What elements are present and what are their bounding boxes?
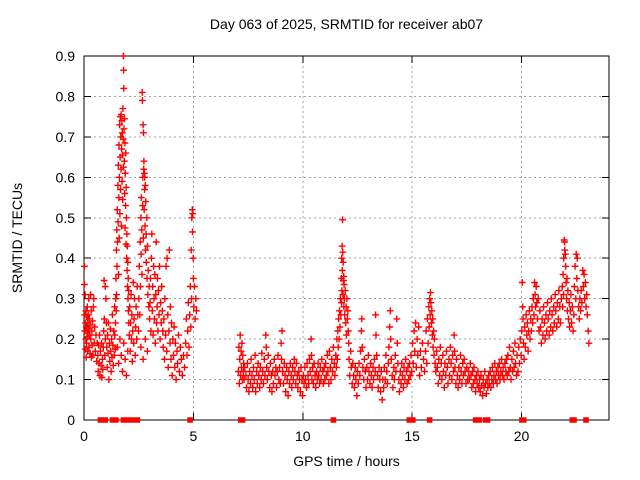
y-tick-label: 0.3 xyxy=(56,291,76,307)
y-tick-label: 0.4 xyxy=(56,250,76,266)
x-tick-label: 15 xyxy=(404,428,420,444)
y-tick-label: 0.1 xyxy=(56,372,76,388)
x-tick-label: 0 xyxy=(80,428,88,444)
x-tick-label: 10 xyxy=(295,428,311,444)
y-tick-label: 0.6 xyxy=(56,169,76,185)
y-tick-label: 0.2 xyxy=(56,331,76,347)
y-tick-label: 0.7 xyxy=(56,129,76,145)
y-tick-label: 0.9 xyxy=(56,48,76,64)
y-tick-label: 0.8 xyxy=(56,88,76,104)
x-tick-label: 20 xyxy=(514,428,530,444)
chart-title: Day 063 of 2025, SRMTID for receiver ab0… xyxy=(209,16,484,32)
x-tick-label: 5 xyxy=(189,428,197,444)
x-axis-title: GPS time / hours xyxy=(293,453,400,469)
y-tick-label: 0 xyxy=(67,412,75,428)
plot-border xyxy=(83,55,610,421)
y-tick-label: 0.5 xyxy=(56,210,76,226)
data-points-plus xyxy=(81,52,593,404)
